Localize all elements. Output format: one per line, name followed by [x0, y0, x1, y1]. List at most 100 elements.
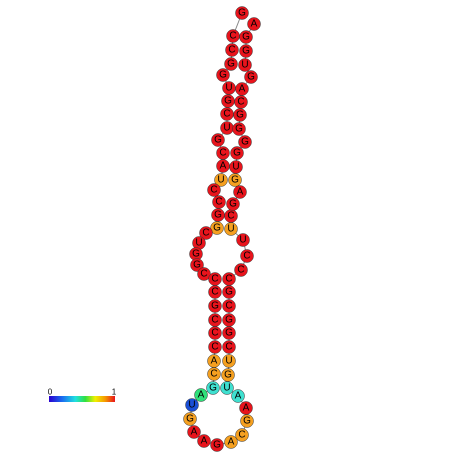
nucleotide-label: A — [239, 84, 246, 95]
nucleotide-label: G — [233, 148, 241, 159]
nucleotide-label: U — [239, 235, 246, 246]
nucleotide — [247, 17, 261, 31]
nucleotide — [214, 173, 228, 187]
color-scale — [49, 396, 115, 402]
nucleotide-label: G — [231, 175, 239, 186]
nucleotide-label: C — [228, 45, 235, 56]
nucleotide-label: C — [210, 185, 217, 196]
nucleotide — [239, 401, 253, 415]
nucleotide — [222, 299, 236, 313]
nucleotide-label: A — [251, 19, 258, 30]
nucleotide-label: G — [241, 137, 249, 148]
nucleotide — [183, 412, 197, 426]
nucleotide-label: C — [202, 228, 209, 239]
nucleotide-label: U — [225, 83, 232, 94]
nucleotide-label: G — [225, 287, 233, 298]
nucleotide-label: C — [237, 97, 244, 108]
nucleotide-label: C — [237, 265, 244, 276]
nucleotide — [239, 30, 253, 44]
nucleotide-label: G — [235, 124, 243, 135]
nucleotide — [222, 354, 236, 368]
nucleotide — [185, 398, 199, 412]
nucleotide-label: A — [201, 436, 208, 447]
nucleotide — [208, 326, 222, 340]
scale-min: 0 — [48, 388, 53, 397]
nucleotide — [229, 160, 243, 174]
scale-max: 1 — [112, 388, 117, 397]
nucleotide — [234, 263, 248, 277]
nucleotide — [233, 185, 247, 199]
nucleotide-label: U — [195, 238, 202, 249]
nucleotide-label: G — [219, 70, 227, 81]
nucleotide-label: A — [198, 390, 205, 401]
nucleotide-label: G — [213, 440, 221, 451]
nucleotide-label: A — [211, 356, 218, 367]
nucleotide-label: A — [228, 437, 235, 448]
nucleotide-label: C — [210, 369, 217, 380]
nucleotide-label: U — [227, 224, 234, 235]
nucleotide — [208, 285, 222, 299]
nucleotide — [208, 340, 222, 354]
nucleotide-label: G — [192, 249, 200, 260]
nucleotide-label: G — [224, 96, 232, 107]
nucleotide — [197, 434, 211, 448]
nucleotide — [224, 57, 238, 71]
nucleotide-label: C — [225, 274, 232, 285]
nucleotide-label: C — [211, 342, 218, 353]
nucleotide-label: G — [242, 46, 250, 57]
nucleotide — [207, 367, 221, 381]
nucleotide — [194, 388, 208, 402]
nucleotide — [236, 233, 250, 247]
nucleotide-label: C — [223, 109, 230, 120]
nucleotide — [226, 197, 240, 211]
nucleotide-label: C — [243, 251, 250, 262]
nucleotide-label: U — [225, 356, 232, 367]
nucleotide-label: U — [232, 162, 239, 173]
nucleotide — [244, 70, 258, 84]
nucleotide — [225, 43, 239, 57]
nucleotide-label: C — [229, 31, 236, 42]
nucleotide-label: G — [229, 199, 237, 210]
nucleotide — [206, 381, 220, 395]
nucleotide-label: C — [211, 328, 218, 339]
nucleotide-label: G — [214, 135, 222, 146]
nucleotide-label: C — [211, 274, 218, 285]
nucleotide — [230, 146, 244, 160]
nucleotide — [211, 133, 225, 147]
nucleotide — [240, 249, 254, 263]
nucleotide-label: G — [247, 72, 255, 83]
nucleotide — [187, 425, 201, 439]
nucleotide — [190, 258, 204, 272]
nucleotide-label: G — [236, 110, 244, 121]
nucleotide — [222, 313, 236, 327]
nucleotide-label: C — [225, 301, 232, 312]
nucleotide — [207, 183, 221, 197]
nucleotide-label: U — [241, 60, 248, 71]
nucleotide-label: A — [191, 427, 198, 438]
nucleotide — [221, 368, 235, 382]
nucleotide-label: C — [215, 197, 222, 208]
nucleotide-label: G — [242, 32, 250, 43]
nucleotide — [235, 82, 249, 96]
nucleotide-label: A — [220, 161, 227, 172]
nucleotide — [224, 435, 238, 449]
nucleotide — [222, 272, 236, 286]
nucleotide-label: G — [227, 59, 235, 70]
nucleotide-label: A — [243, 403, 250, 414]
nucleotide-label: C — [238, 430, 245, 441]
nucleotide-label: G — [213, 223, 221, 234]
nucleotide-label: G — [243, 416, 251, 427]
nucleotide-label: A — [235, 391, 242, 402]
nucleotide — [238, 58, 252, 72]
nucleotide-label: G — [214, 210, 222, 221]
nucleotide-label: U — [223, 383, 230, 394]
nucleotide-label: G — [225, 315, 233, 326]
nucleotide-label: C — [227, 211, 234, 222]
nucleotide-label: C — [225, 342, 232, 353]
nucleotide-label: A — [237, 187, 244, 198]
nucleotide — [199, 226, 213, 240]
nucleotide — [222, 340, 236, 354]
nucleotide — [238, 135, 252, 149]
